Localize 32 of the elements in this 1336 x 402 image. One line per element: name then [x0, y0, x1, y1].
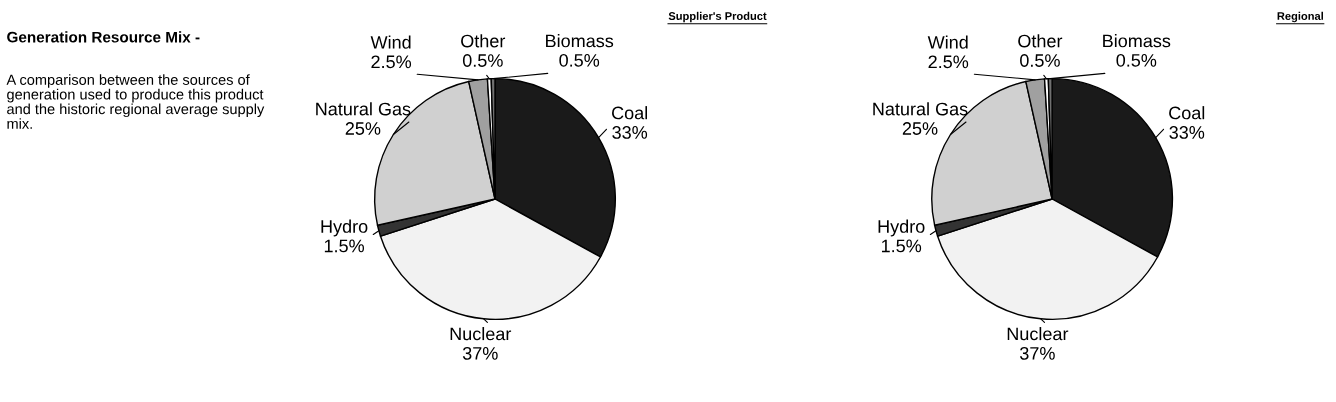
- slice-label: Hydro: [878, 219, 925, 237]
- slice-label: Coal: [612, 106, 648, 120]
- text: A comparison between the sources of generation used to produce this product and the historic regional average supply mix.: [6, 74, 265, 129]
- slice-label: Natural Gas: [873, 102, 968, 116]
- text: Supplier's Product: [668, 11, 767, 23]
- data-label: 1.5%: [324, 239, 365, 253]
- data-label: 0.5%: [1116, 53, 1157, 67]
- data-label: 37%: [1020, 346, 1055, 360]
- data-label: 0.5%: [559, 53, 600, 67]
- text: Regional: [1277, 11, 1323, 23]
- data-label: 2.5%: [928, 55, 969, 69]
- text: Generation Resource Mix -: [7, 31, 200, 43]
- slice-label: Biomass: [1103, 34, 1171, 48]
- slice-label: Wind: [370, 35, 411, 49]
- data-label: 37%: [462, 346, 498, 360]
- slice-label: Nuclear: [1007, 327, 1069, 341]
- slice-label: Coal: [1169, 106, 1205, 120]
- data-label: 0.5%: [1020, 54, 1060, 67]
- data-label: 0.5%: [462, 54, 503, 67]
- slice-label: Biomass: [546, 34, 614, 48]
- slice-label: Natural Gas: [316, 102, 411, 116]
- data-label: 33%: [1169, 126, 1205, 139]
- slice-label: Other: [1018, 34, 1063, 48]
- data-label: 1.5%: [881, 239, 922, 253]
- data-label: 25%: [345, 122, 381, 135]
- data-label: 33%: [612, 126, 648, 139]
- slice-label: Hydro: [321, 219, 368, 237]
- slice-label: Nuclear: [450, 327, 512, 341]
- data-label: 2.5%: [371, 55, 412, 69]
- data-label: 25%: [902, 122, 938, 135]
- slice-label: Wind: [927, 35, 968, 49]
- slice-label: Other: [461, 34, 506, 48]
